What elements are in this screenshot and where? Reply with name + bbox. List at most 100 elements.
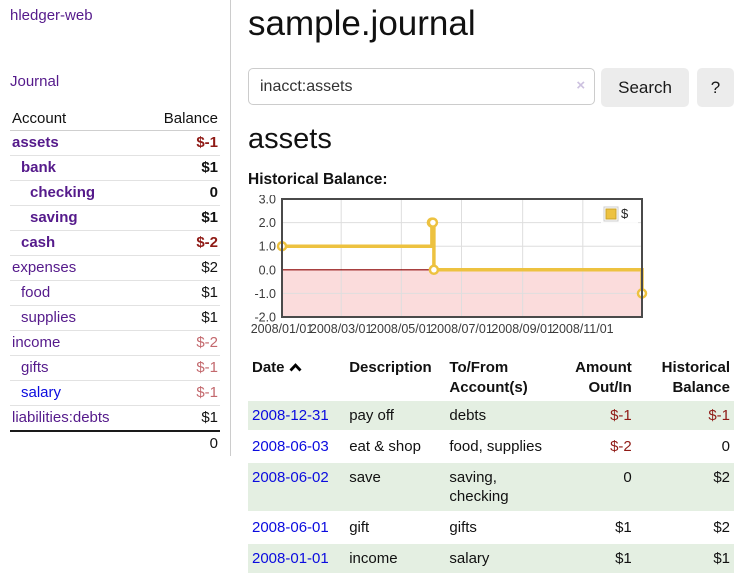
sidebar-account-link-cash[interactable]: cash	[21, 234, 56, 251]
register-table: Date Description To/From Account(s) Amount …	[248, 355, 734, 575]
y-axis-tick-label: 1.0	[259, 240, 276, 254]
sidebar-account-link-liabilities-debts[interactable]: liabilities:debts	[12, 409, 110, 426]
x-axis-tick-label: 2008/01/01	[251, 322, 314, 336]
register-row: 2008-06-01 gift gifts $1 $2	[248, 512, 734, 544]
register-date-cell: 2008-06-01	[248, 512, 346, 544]
account-balance: $-2	[143, 230, 220, 256]
register-description-cell: eat & shop	[345, 431, 446, 463]
account-balance: $1	[143, 155, 220, 181]
account-row: food $1	[10, 280, 220, 306]
sidebar-account-link-food[interactable]: food	[21, 284, 51, 301]
register-description-cell: income	[345, 543, 446, 575]
register-balance-cell: $1	[635, 543, 734, 575]
register-accounts-cell: salary	[445, 543, 556, 575]
transaction-date-link[interactable]: 2008-01-01	[252, 550, 329, 567]
account-balance: $-1	[143, 355, 220, 381]
sidebar-account-link-assets[interactable]: assets	[12, 134, 59, 151]
register-balance-cell: $2	[635, 462, 734, 513]
sidebar-account-link-bank[interactable]: bank	[21, 159, 57, 176]
chart-legend-label: $	[621, 206, 629, 221]
sidebar-account-link-income[interactable]: income	[12, 334, 61, 351]
register-balance-cell: $-1	[635, 401, 734, 432]
register-balance-cell: $2	[635, 512, 734, 544]
register-amount-cell: $-2	[555, 431, 636, 463]
x-axis-tick-label: 2008/05/01	[370, 322, 433, 336]
account-balance: $1	[143, 305, 220, 331]
search-form: × Search ?	[248, 68, 734, 107]
account-balance: $2	[143, 255, 220, 281]
accounts-table: Account Balance assets $-1 bank $1 checking 0…	[10, 107, 220, 456]
account-row: bank $1	[10, 155, 220, 181]
register-amount-cell: 0	[555, 462, 636, 513]
x-axis-tick-label: 2008/03/01	[310, 322, 373, 336]
column-label: Amount Out/In	[575, 359, 632, 396]
register-description-cell: gift	[345, 512, 446, 544]
column-label: Date	[252, 359, 285, 376]
account-row: saving $1	[10, 205, 220, 231]
column-label: To/From Account(s)	[449, 359, 528, 396]
register-column-to-from-account-s-: To/From Account(s)	[445, 355, 555, 401]
register-column-amount-out-in: Amount Out/In	[556, 355, 636, 401]
account-balance: $-2	[143, 330, 220, 356]
register-date-cell: 2008-12-31	[248, 401, 346, 432]
sort-ascending-icon	[288, 363, 302, 372]
register-accounts-cell: debts	[445, 401, 556, 432]
account-balance: $-1	[143, 380, 220, 406]
x-axis-tick-label: 2008/09/01	[491, 322, 554, 336]
column-label: Description	[349, 359, 432, 376]
register-accounts-cell: gifts	[445, 512, 556, 544]
sidebar-item-journal[interactable]: Journal	[10, 73, 60, 90]
y-axis-tick-label: 0.0	[259, 263, 276, 277]
sidebar-account-link-expenses[interactable]: expenses	[12, 259, 77, 276]
column-label: Historical Balance	[661, 359, 730, 396]
clear-search-icon[interactable]: ×	[576, 77, 586, 94]
brand-link[interactable]: hledger-web	[10, 7, 93, 24]
register-accounts-cell: saving, checking	[445, 462, 556, 513]
transaction-date-link[interactable]: 2008-06-01	[252, 519, 329, 536]
transaction-date-link[interactable]: 2008-06-03	[252, 438, 329, 455]
register-description-cell: pay off	[345, 401, 446, 432]
register-row: 2008-06-02 save saving, checking 0 $2	[248, 462, 734, 513]
sidebar-account-link-gifts[interactable]: gifts	[21, 359, 49, 376]
register-row: 2008-06-03 eat & shop food, supplies $-2 0	[248, 431, 734, 463]
register-accounts-cell: food, supplies	[445, 431, 556, 463]
accounts-header-account: Account	[10, 107, 144, 131]
register-column-date[interactable]: Date	[248, 355, 345, 401]
y-axis-tick-label: -1.0	[254, 287, 276, 301]
accounts-total-row: 0	[10, 430, 220, 456]
register-amount-cell: $-1	[555, 401, 636, 432]
account-balance: 0	[143, 180, 220, 206]
sidebar: hledger-web Journal Account Balance asse…	[0, 0, 231, 456]
y-axis-tick-label: 3.0	[259, 195, 276, 207]
register-balance-cell: 0	[635, 431, 734, 463]
account-heading: assets	[248, 123, 332, 155]
account-balance: $1	[143, 205, 220, 231]
sidebar-account-link-supplies[interactable]: supplies	[21, 309, 77, 326]
account-row: income $-2	[10, 330, 220, 356]
register-column-historical-balance: Historical Balance	[636, 355, 734, 401]
search-button[interactable]: Search	[601, 68, 689, 107]
register-amount-cell: $1	[555, 512, 636, 544]
register-amount-cell: $1	[555, 543, 636, 575]
register-description-cell: save	[345, 462, 446, 513]
account-row: expenses $2	[10, 255, 220, 281]
transaction-date-link[interactable]: 2008-06-02	[252, 469, 329, 486]
register-date-cell: 2008-06-02	[248, 462, 346, 513]
transaction-date-link[interactable]: 2008-12-31	[252, 407, 329, 424]
account-row: salary $-1	[10, 380, 220, 406]
main-content: sample.journal × Search ? assets Histori…	[231, 0, 742, 575]
sidebar-account-link-salary[interactable]: salary	[21, 384, 62, 401]
sidebar-account-link-checking[interactable]: checking	[30, 184, 96, 201]
accounts-total: 0	[143, 430, 220, 456]
sidebar-account-link-saving[interactable]: saving	[30, 209, 78, 226]
account-row: gifts $-1	[10, 355, 220, 381]
search-input[interactable]	[248, 68, 596, 105]
y-axis-tick-label: 2.0	[259, 216, 276, 230]
account-row: cash $-2	[10, 230, 220, 256]
page-title: sample.journal	[248, 4, 476, 43]
chart-title: Historical Balance:	[248, 171, 388, 188]
x-axis-tick-label: 2008/11/01	[552, 322, 614, 336]
help-button[interactable]: ?	[697, 68, 734, 107]
register-column-description: Description	[345, 355, 445, 401]
